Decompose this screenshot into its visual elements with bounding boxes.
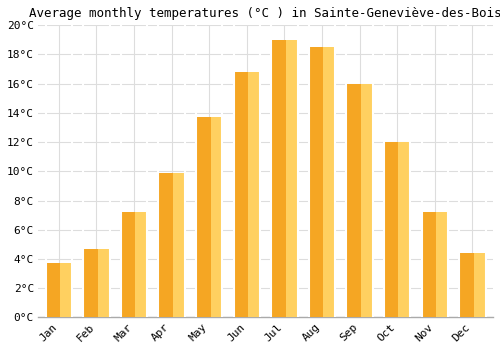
Bar [346,84,361,317]
Bar [158,173,173,317]
Bar [196,117,210,317]
Bar [234,72,248,317]
Bar [248,72,260,317]
Bar [136,212,147,317]
Bar [474,253,486,317]
Bar [422,212,436,317]
Bar [384,142,398,317]
Bar [210,117,222,317]
Bar [98,249,110,317]
Bar [271,40,285,317]
Bar [459,253,473,317]
Bar [361,84,372,317]
Bar [46,264,60,317]
Bar [173,173,184,317]
Bar [286,40,298,317]
Title: Average monthly temperatures (°C ) in Sainte-Geneviève-des-Bois: Average monthly temperatures (°C ) in Sa… [30,7,500,20]
Bar [436,212,448,317]
Bar [309,47,324,317]
Bar [324,47,335,317]
Bar [121,212,136,317]
Bar [83,249,98,317]
Bar [398,142,410,317]
Bar [60,264,72,317]
